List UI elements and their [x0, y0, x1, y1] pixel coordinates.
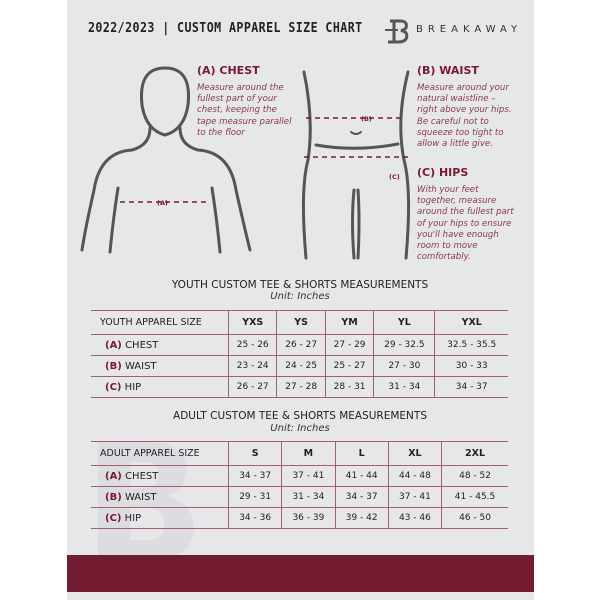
table-row: (C) HIP 34 - 36 36 - 39 39 - 42 43 - 46 46 - …: [91, 507, 508, 529]
column-header: YOUTH APPAREL SIZE: [91, 310, 229, 335]
row-label: (C) HIP: [91, 507, 229, 529]
table-cell: 37 - 41: [281, 465, 336, 487]
column-header: 2XL: [441, 441, 508, 466]
chest-marker: (A): [157, 199, 168, 207]
table-cell: 28 - 31: [324, 376, 374, 398]
measure-code: (C): [105, 381, 122, 393]
table-row: (B) WAIST 29 - 31 31 - 34 34 - 37 37 - 41 41 …: [91, 486, 508, 508]
column-header: YXL: [434, 310, 508, 335]
footer-bar: [67, 555, 534, 592]
measure-code: (A): [105, 470, 122, 482]
lower-body-figure: [301, 70, 411, 260]
measure-code: (C): [105, 512, 122, 524]
table-cell: 24 - 25: [276, 355, 326, 377]
row-label: (A) CHEST: [91, 465, 229, 487]
measure-label: HIP: [124, 381, 142, 393]
table-cell: 25 - 26: [227, 334, 277, 356]
row-label: (B) WAIST: [91, 486, 229, 508]
measure-label: WAIST: [124, 491, 157, 503]
chest-instructions: Measure around the fullest part of your …: [197, 83, 292, 138]
adult-size-table: ADULT APPAREL SIZE S M L XL 2XL (A) CHES…: [91, 441, 508, 529]
table-cell: 41 - 45.5: [441, 486, 508, 508]
waist-heading: (B) WAIST: [417, 64, 479, 77]
upper-body-figure: [80, 66, 252, 254]
measure-code: (A): [105, 339, 122, 351]
row-label: (A) CHEST: [91, 334, 229, 356]
youth-unit: Unit: Inches: [270, 291, 330, 302]
table-cell: 27 - 29: [324, 334, 374, 356]
table-cell: 34 - 37: [334, 486, 389, 508]
hips-heading: (C) HIPS: [417, 166, 469, 179]
table-cell: 39 - 42: [334, 507, 389, 529]
column-header: YL: [373, 310, 435, 335]
table-cell: 31 - 34: [373, 376, 435, 398]
table-cell: 32.5 - 35.5: [434, 334, 508, 356]
table-row: (B) WAIST 23 - 24 24 - 25 25 - 27 27 - 30 30 …: [91, 355, 508, 377]
hips-marker: (C): [389, 173, 400, 181]
table-cell: 36 - 39: [281, 507, 336, 529]
measure-label: CHEST: [125, 470, 159, 482]
table-cell: 27 - 28: [276, 376, 326, 398]
table-cell: 37 - 41: [387, 486, 442, 508]
table-cell: 26 - 27: [227, 376, 277, 398]
table-cell: 31 - 34: [281, 486, 336, 508]
table-cell: 48 - 52: [441, 465, 508, 487]
table-cell: 29 - 32.5: [373, 334, 435, 356]
measure-label: HIP: [124, 512, 142, 524]
table-header-row: ADULT APPAREL SIZE S M L XL 2XL: [91, 441, 508, 466]
column-header: XL: [387, 441, 442, 466]
column-header: L: [334, 441, 389, 466]
table-cell: 34 - 37: [227, 465, 282, 487]
table-cell: 26 - 27: [276, 334, 326, 356]
brand-name: BREAKAWAY: [416, 24, 523, 35]
table-cell: 23 - 24: [227, 355, 277, 377]
table-cell: 46 - 50: [441, 507, 508, 529]
measure-code: (B): [105, 491, 122, 503]
hips-instructions: With your feet together, measure around …: [417, 185, 514, 263]
youth-section-title: YOUTH CUSTOM TEE & SHORTS MEASUREMENTS: [171, 279, 429, 291]
table-cell: 27 - 30: [373, 355, 435, 377]
table-row: (C) HIP 26 - 27 27 - 28 28 - 31 31 - 34 34 - …: [91, 376, 508, 398]
table-cell: 41 - 44: [334, 465, 389, 487]
breakaway-logo-icon: [385, 19, 409, 44]
table-cell: 43 - 46: [387, 507, 442, 529]
page-title: 2022/2023 | CUSTOM APPAREL SIZE CHART: [88, 20, 363, 36]
table-cell: 30 - 33: [434, 355, 508, 377]
row-label: (C) HIP: [91, 376, 229, 398]
youth-size-table: YOUTH APPAREL SIZE YXS YS YM YL YXL (A) …: [91, 310, 508, 398]
adult-unit: Unit: Inches: [270, 423, 330, 434]
column-header: YS: [276, 310, 326, 335]
chest-heading: (A) CHEST: [197, 64, 260, 77]
table-row: (A) CHEST 34 - 37 37 - 41 41 - 44 44 - 48 48 …: [91, 465, 508, 487]
table-header-row: YOUTH APPAREL SIZE YXS YS YM YL YXL: [91, 310, 508, 335]
column-header: YXS: [227, 310, 277, 335]
column-header: S: [227, 441, 282, 466]
table-cell: 34 - 37: [434, 376, 508, 398]
adult-section-title: ADULT CUSTOM TEE & SHORTS MEASUREMENTS: [173, 410, 427, 422]
table-cell: 25 - 27: [324, 355, 374, 377]
measure-label: CHEST: [125, 339, 159, 351]
column-header: ADULT APPAREL SIZE: [91, 441, 229, 466]
measure-code: (B): [105, 360, 122, 372]
table-cell: 29 - 31: [227, 486, 282, 508]
measure-label: WAIST: [124, 360, 157, 372]
table-row: (A) CHEST 25 - 26 26 - 27 27 - 29 29 - 32.5 3…: [91, 334, 508, 356]
column-header: M: [281, 441, 336, 466]
table-cell: 44 - 48: [387, 465, 442, 487]
waist-marker: (B): [361, 115, 372, 123]
row-label: (B) WAIST: [91, 355, 229, 377]
waist-instructions: Measure around your natural waistline – …: [417, 83, 512, 150]
table-cell: 34 - 36: [227, 507, 282, 529]
column-header: YM: [324, 310, 374, 335]
